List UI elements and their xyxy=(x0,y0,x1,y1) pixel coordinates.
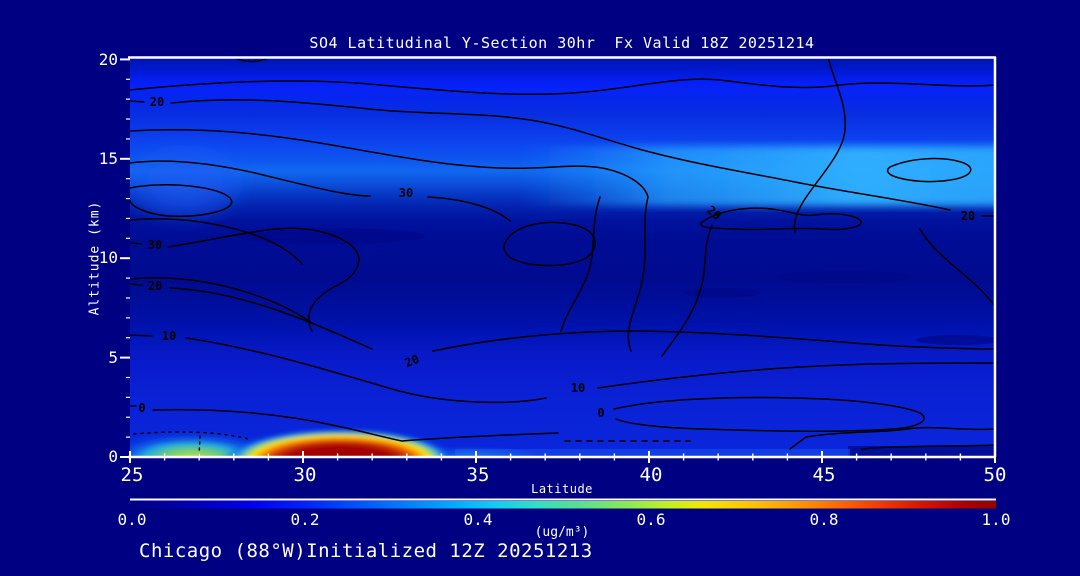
y-tick-label: 10 xyxy=(98,248,118,267)
axis-ticks xyxy=(120,58,996,463)
x-tick-label: 30 xyxy=(293,464,317,486)
dark-lens xyxy=(235,228,425,244)
x-tick-label: 25 xyxy=(120,464,144,486)
plot-title: SO4 Latitudinal Y-Section 30hr Fx Valid … xyxy=(309,34,815,52)
colorbar xyxy=(130,498,996,509)
dark-lens xyxy=(777,271,913,283)
contour-label: 30 xyxy=(147,238,163,252)
field-base xyxy=(130,57,995,457)
y-tick-label: 20 xyxy=(98,50,118,69)
contour-label: 20 xyxy=(149,95,165,109)
colorbar-tick-label: 1.0 xyxy=(981,510,1011,529)
contour-label: 20 xyxy=(960,209,976,223)
x-tick-label: 45 xyxy=(812,464,836,486)
dark-strip xyxy=(848,446,995,457)
y-tick-label: 5 xyxy=(108,348,118,367)
x-axis-title: Latitude xyxy=(531,482,593,496)
surface-bright-strip xyxy=(455,449,850,457)
colorbar-tick-label: 0.4 xyxy=(463,510,493,529)
left-light-patch xyxy=(130,140,250,225)
contour-label: 20 xyxy=(147,279,163,293)
contour-label: 10 xyxy=(161,329,177,343)
x-tick-label: 35 xyxy=(466,464,490,486)
x-tick-label: 50 xyxy=(983,464,1007,486)
y-axis-title: Altitude (km) xyxy=(87,200,103,316)
heatmap-field xyxy=(130,57,995,457)
elevated-cyan-band xyxy=(520,146,995,206)
colorbar-tick-label: 0.0 xyxy=(117,510,147,529)
dark-lens xyxy=(916,335,995,345)
surface-red-plume xyxy=(222,428,458,457)
contour-lines xyxy=(130,57,995,457)
contour-label: 0 xyxy=(138,401,146,415)
colorbar-tick-label: 0.2 xyxy=(290,510,320,529)
y-tick-label: 15 xyxy=(98,149,118,168)
contour-label: 0 xyxy=(597,406,605,420)
plot-frame xyxy=(128,56,997,459)
contour-label: 30 xyxy=(398,186,414,200)
colorbar-gradient xyxy=(130,501,996,509)
dark-lens xyxy=(684,288,760,298)
contour-label: 10 xyxy=(570,381,586,395)
colorbar-tick-label: 0.6 xyxy=(636,510,666,529)
y-tick-label: 0 xyxy=(108,447,118,466)
run-info-footer: Chicago (88°W)Initialized 12Z 20251213 xyxy=(139,540,593,562)
x-tick-label: 40 xyxy=(639,464,663,486)
colorbar-units-label: (ug/m³) xyxy=(534,525,590,540)
colorbar-tick-label: 0.8 xyxy=(809,510,839,529)
